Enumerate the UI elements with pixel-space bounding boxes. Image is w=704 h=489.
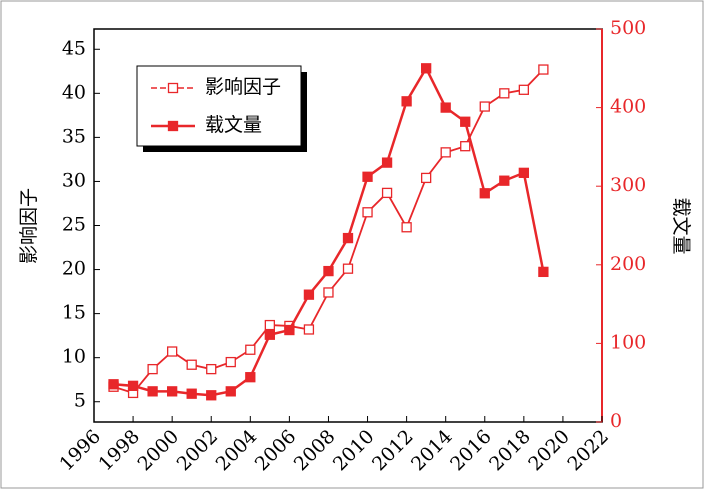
data-point <box>518 84 529 95</box>
legend-label: 载文量 <box>205 114 262 136</box>
data-point <box>303 289 315 300</box>
y2-tick-label: 400 <box>610 96 646 118</box>
data-point <box>147 363 158 375</box>
data-point <box>167 346 178 357</box>
data-point <box>401 222 412 233</box>
y-axis-label: 影响因子 <box>18 188 40 264</box>
legend-marker <box>167 120 179 132</box>
y2-tick-label: 100 <box>610 331 646 353</box>
y-tick-label: 10 <box>62 346 86 368</box>
data-point <box>362 171 373 182</box>
data-point <box>538 266 549 278</box>
y2-axis-label: 载文量 <box>670 197 692 254</box>
y-tick-label: 35 <box>62 125 86 147</box>
data-point <box>381 157 393 168</box>
y-tick-label: 45 <box>62 37 86 59</box>
data-point <box>479 188 490 199</box>
data-point <box>479 101 490 112</box>
y2-tick-label: 200 <box>610 253 646 275</box>
y-tick-label: 15 <box>62 302 86 324</box>
data-point <box>167 386 178 397</box>
data-point <box>538 64 549 75</box>
data-point <box>499 88 510 99</box>
data-point <box>323 287 334 298</box>
data-point <box>440 147 451 158</box>
data-point <box>284 324 295 336</box>
data-point <box>225 386 236 397</box>
y2-tick-label: 0 <box>610 410 622 432</box>
data-point <box>460 141 471 152</box>
y-tick-label: 25 <box>62 214 86 236</box>
data-point <box>245 344 256 355</box>
data-point <box>147 386 158 397</box>
legend-box <box>136 65 302 147</box>
data-point <box>303 324 315 335</box>
data-point <box>421 63 432 74</box>
data-point <box>264 329 275 340</box>
data-point <box>206 363 217 375</box>
data-point <box>460 116 471 127</box>
y2-tick-label: 300 <box>610 174 646 196</box>
data-point <box>323 265 334 277</box>
data-point <box>127 380 139 391</box>
data-point <box>264 319 275 331</box>
data-point <box>381 187 393 199</box>
data-point <box>206 390 217 401</box>
data-point <box>108 379 119 390</box>
data-point <box>342 263 354 274</box>
data-point <box>362 207 373 218</box>
data-point <box>421 172 432 184</box>
y-tick-label: 30 <box>62 169 86 191</box>
y2-tick-label: 500 <box>610 17 646 39</box>
data-point <box>440 102 451 113</box>
data-point <box>225 356 236 368</box>
data-point <box>518 167 529 178</box>
legend-marker <box>167 82 179 94</box>
y-tick-label: 20 <box>62 258 86 280</box>
data-point <box>186 388 197 399</box>
data-point <box>401 96 412 107</box>
data-point <box>186 359 197 370</box>
y-tick-label: 40 <box>62 81 86 103</box>
y-tick-label: 5 <box>74 390 86 412</box>
legend-label: 影响因子 <box>205 76 281 98</box>
data-point <box>342 232 354 244</box>
data-point <box>499 175 510 186</box>
data-point <box>245 372 256 383</box>
